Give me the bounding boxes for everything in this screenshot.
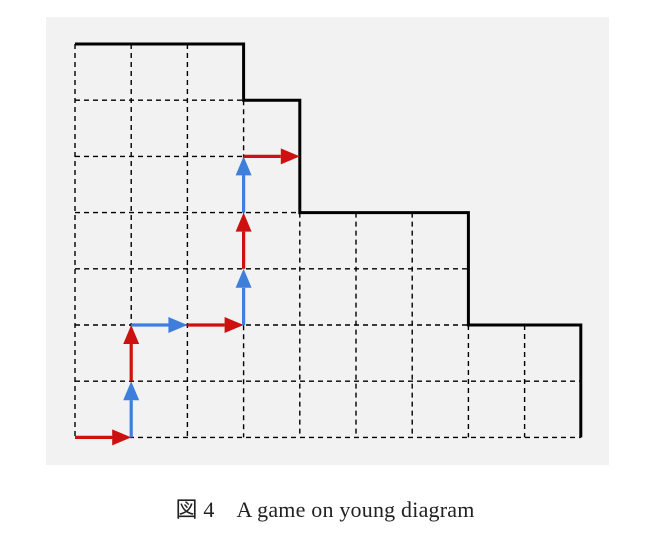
diagram-boundary: [75, 42, 583, 438]
young-diagram: [74, 42, 583, 446]
arrow-head: [123, 325, 140, 344]
figure-panel: [46, 17, 609, 465]
figure-caption: 図 4 A game on young diagram: [0, 492, 650, 524]
figure-number: 図 4: [175, 497, 215, 522]
red-arrow: [187, 317, 244, 333]
caption-text: A game on young diagram: [236, 497, 475, 522]
blue-arrow: [131, 317, 188, 333]
arrow-head: [123, 381, 140, 401]
arrow-head: [235, 268, 252, 288]
boundary-staircase: [75, 42, 583, 438]
arrow-head: [168, 317, 188, 333]
arrow-head: [235, 156, 252, 176]
red-arrow: [75, 429, 132, 446]
red-arrow: [123, 325, 140, 382]
blue-arrow: [235, 156, 252, 213]
blue-arrow: [235, 268, 252, 325]
dashed-grid: [74, 44, 581, 439]
arrow-head: [280, 148, 300, 165]
blue-arrow: [123, 381, 140, 438]
arrow-head: [112, 429, 132, 446]
red-arrow: [243, 148, 300, 165]
arrow-head: [224, 317, 244, 333]
arrow-head: [235, 212, 252, 232]
red-arrow: [235, 212, 252, 269]
path-arrows: [75, 148, 300, 446]
